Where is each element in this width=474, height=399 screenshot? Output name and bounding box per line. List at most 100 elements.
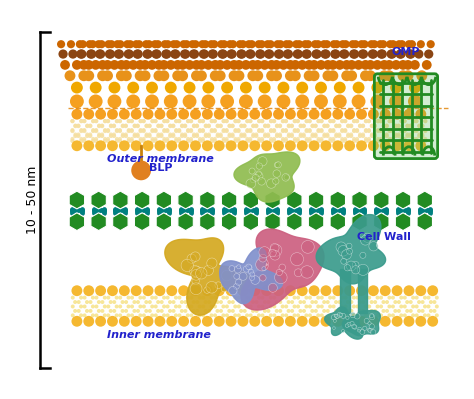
Circle shape [73,132,77,136]
Circle shape [147,134,152,138]
Circle shape [207,258,217,268]
Circle shape [254,132,258,136]
Circle shape [347,322,351,326]
Circle shape [411,313,415,317]
Text: Cell Wall: Cell Wall [356,231,410,241]
Circle shape [116,40,125,48]
Circle shape [337,134,341,138]
Circle shape [266,124,270,128]
Circle shape [210,129,214,133]
Circle shape [393,300,397,304]
Circle shape [142,304,146,308]
Circle shape [91,296,95,300]
Circle shape [323,40,331,48]
Circle shape [260,129,264,133]
Circle shape [229,60,239,70]
Circle shape [171,132,175,136]
Circle shape [368,140,379,151]
Circle shape [213,313,217,317]
Circle shape [165,119,170,123]
Circle shape [409,132,412,136]
Circle shape [124,124,128,128]
Circle shape [302,49,312,59]
Circle shape [201,313,205,317]
Circle shape [107,285,118,296]
Circle shape [370,309,374,313]
Circle shape [94,137,98,141]
Circle shape [177,128,181,132]
Circle shape [239,300,243,304]
Polygon shape [219,248,283,304]
Circle shape [432,309,437,313]
Circle shape [191,60,201,70]
Circle shape [259,247,270,258]
Circle shape [285,109,296,120]
Circle shape [276,95,291,108]
Circle shape [295,40,303,48]
Circle shape [389,40,397,48]
Circle shape [304,304,309,308]
Circle shape [94,119,98,123]
Circle shape [250,272,255,277]
Polygon shape [265,191,280,209]
Circle shape [398,70,409,81]
Circle shape [361,60,370,70]
Circle shape [172,70,183,81]
Circle shape [352,324,356,329]
Circle shape [255,40,263,48]
Circle shape [249,316,260,327]
Circle shape [87,49,96,59]
Circle shape [367,139,371,143]
Circle shape [204,132,208,136]
Circle shape [225,137,228,141]
Circle shape [234,70,245,81]
Circle shape [213,129,217,133]
Circle shape [168,134,173,138]
Circle shape [221,296,225,300]
Circle shape [379,60,389,70]
Circle shape [115,137,119,141]
Circle shape [337,132,341,136]
Circle shape [367,119,371,123]
Circle shape [367,129,371,133]
Circle shape [403,304,407,308]
Circle shape [100,309,104,313]
Circle shape [332,296,336,300]
Circle shape [393,134,398,138]
Circle shape [330,49,339,59]
Circle shape [367,328,370,331]
Circle shape [186,119,190,123]
Circle shape [233,304,237,308]
Circle shape [233,139,237,143]
Circle shape [399,313,403,317]
Circle shape [163,137,166,141]
Circle shape [249,296,253,300]
Circle shape [192,309,196,313]
Circle shape [257,128,261,132]
Circle shape [379,313,383,317]
Circle shape [316,129,321,133]
Circle shape [221,119,226,123]
Circle shape [207,300,211,304]
Circle shape [210,60,220,70]
Circle shape [367,313,371,317]
Circle shape [423,137,427,141]
Polygon shape [395,191,411,209]
Circle shape [328,119,333,123]
Circle shape [332,285,343,296]
Circle shape [234,266,241,273]
Circle shape [145,95,159,108]
Circle shape [388,137,392,141]
Circle shape [403,140,414,151]
Polygon shape [91,191,106,209]
Circle shape [154,40,162,48]
Circle shape [237,119,241,123]
Circle shape [221,286,228,292]
Circle shape [141,119,146,123]
Circle shape [233,296,237,300]
Circle shape [189,139,193,143]
Circle shape [261,316,272,327]
Circle shape [162,304,166,308]
Circle shape [71,119,74,123]
Circle shape [269,313,273,317]
